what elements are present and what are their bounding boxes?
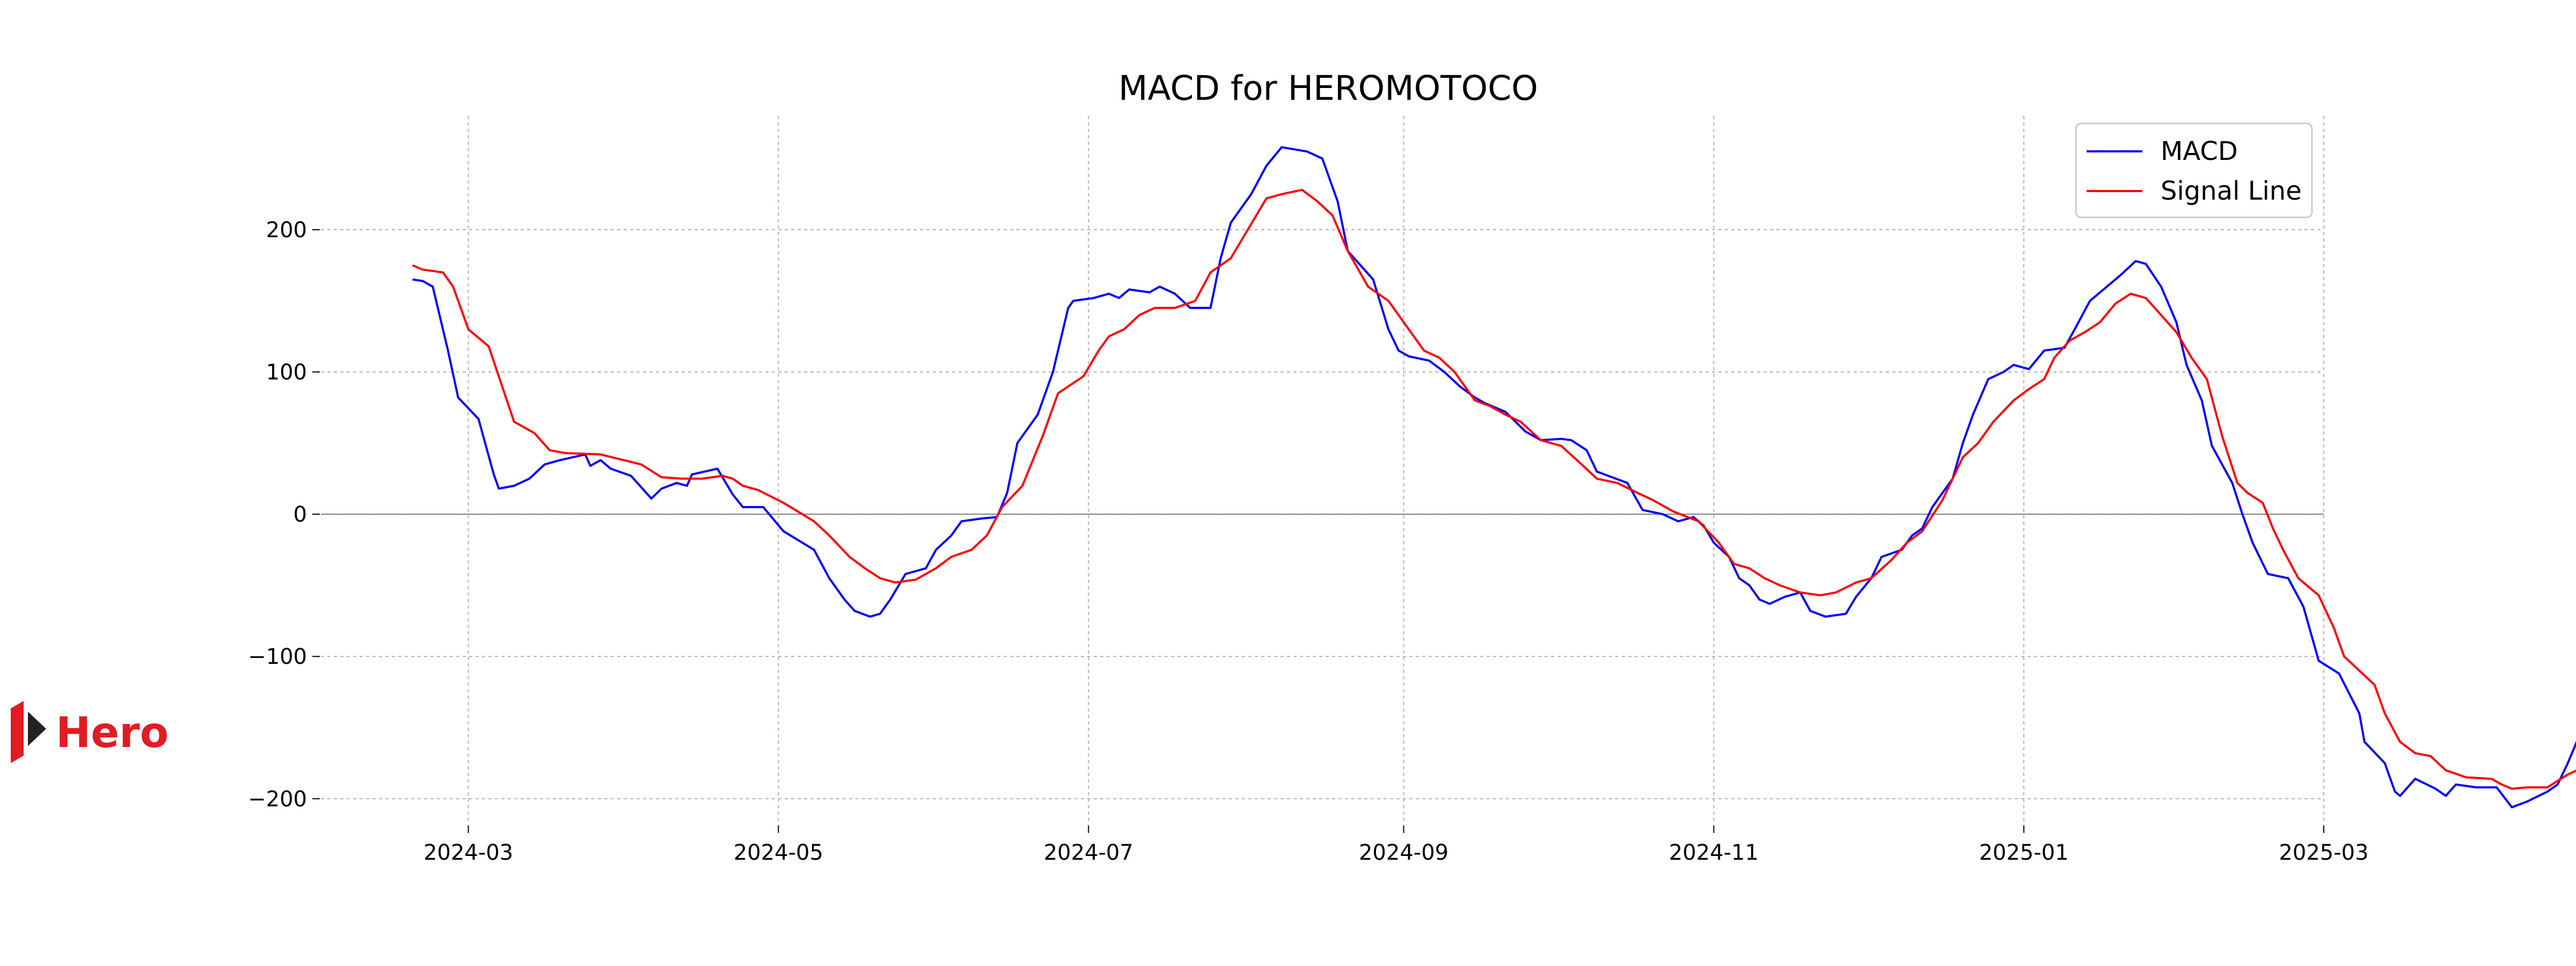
x-tick-label: 2024-07 — [1044, 840, 1133, 865]
legend: MACD Signal Line — [2075, 122, 2313, 218]
x-tick-label: 2025-01 — [1979, 840, 2069, 865]
hero-logo-text: Hero — [56, 709, 169, 757]
series-layer — [412, 146, 2576, 809]
y-tick-label: −100 — [248, 645, 307, 669]
y-axis: 200 100 0 −100 −200 — [248, 218, 320, 811]
x-tick-label: 2024-11 — [1669, 840, 1759, 865]
x-axis: 2024-03 2024-05 2024-07 2024-09 2024-11 2025-… — [423, 825, 2369, 865]
legend-box — [2075, 122, 2313, 218]
y-tick-label: 200 — [266, 218, 307, 243]
macd-line — [412, 146, 2576, 809]
x-tick-label: 2024-05 — [734, 840, 823, 865]
y-tick-label: −200 — [248, 787, 307, 811]
x-tick-label: 2024-09 — [1359, 840, 1448, 865]
signal-line — [412, 188, 2576, 790]
hero-emblem-icon — [11, 701, 46, 763]
chart-title: MACD for HEROMOTOCO — [1118, 69, 1538, 108]
y-tick-label: 0 — [294, 502, 307, 527]
legend-label-macd: MACD — [2161, 136, 2238, 166]
x-tick-label: 2025-03 — [2279, 840, 2368, 865]
y-tick-label: 100 — [266, 360, 307, 385]
grid — [321, 116, 2324, 824]
hero-logo: Hero — [11, 701, 169, 763]
legend-label-signal: Signal Line — [2161, 176, 2302, 206]
x-tick-label: 2024-03 — [423, 840, 513, 865]
